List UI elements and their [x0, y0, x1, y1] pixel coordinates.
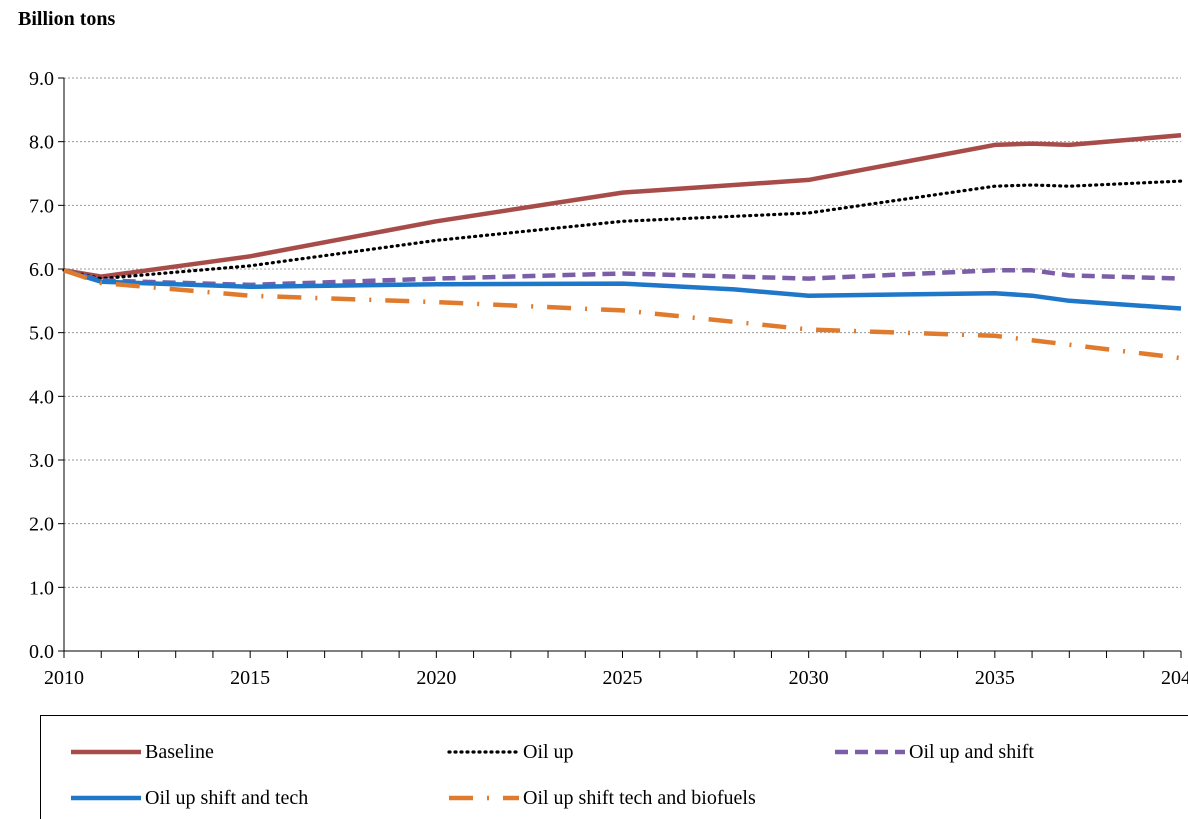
y-tick-label: 4.0 [29, 386, 54, 408]
series-line-oil-up-shift-and-tech [63, 268, 1182, 311]
x-tick-label: 2015 [230, 667, 270, 689]
x-tick-label: 2010 [44, 667, 84, 689]
gridlines [64, 77, 1181, 588]
y-tick-label: 7.0 [29, 195, 54, 217]
legend-label: Baseline [145, 740, 214, 763]
y-tick-label: 9.0 [29, 68, 54, 90]
legend-item: Oil up shift tech and biofuels [441, 786, 756, 810]
legend-item: Oil up shift and tech [63, 786, 308, 810]
series-line-oil-up-shift-tech-and-biofuels [63, 268, 1182, 361]
legend-label: Oil up and shift [909, 740, 1034, 763]
legend-item: Oil up and shift [827, 740, 1034, 764]
y-tick-label: 0.0 [29, 641, 54, 663]
legend: Baseline Oil up Oil up and shift Oil up shi… [40, 715, 1188, 819]
x-tick-label: 2025 [603, 667, 643, 689]
legend-swatch [71, 749, 141, 755]
legend-label: Oil up shift tech and biofuels [523, 786, 756, 809]
y-tick-label: 3.0 [29, 450, 54, 472]
y-tick-label: 5.0 [29, 323, 54, 345]
y-axis-unit-label: Billion tons [18, 8, 116, 30]
y-tick-label: 6.0 [29, 259, 54, 281]
x-tick-label: 2040 [1161, 667, 1188, 689]
axes [58, 77, 1182, 658]
series-line-oil-up [62, 179, 1183, 281]
legend-label: Oil up shift and tech [145, 786, 309, 809]
y-tick-label: 8.0 [29, 132, 54, 154]
x-tick-labels: 2010 2015 2020 2025 2030 2035 2040 [44, 667, 1188, 689]
legend-swatch [835, 749, 905, 755]
x-tick-label: 2020 [416, 667, 456, 689]
x-tick-label: 2035 [975, 667, 1015, 689]
series-lines [62, 133, 1183, 361]
y-tick-label: 1.0 [29, 577, 54, 599]
line-chart: 0.01.02.03.04.05.06.07.08.09.0 2010 2015 2… [29, 68, 1188, 689]
series-line-oil-up-and-shift [63, 268, 1182, 288]
legend-label: Oil up [523, 740, 574, 763]
legend-item: Baseline [63, 740, 214, 764]
legend-swatch [447, 750, 521, 754]
series-line-baseline [63, 133, 1182, 279]
y-tick-labels: 0.0 1.0 2.0 3.0 4.0 5.0 6.0 7.0 8.0 9.0 [29, 68, 54, 663]
x-tick-label: 2030 [789, 667, 829, 689]
legend-swatch [449, 795, 519, 801]
legend-item: Oil up [441, 740, 574, 764]
legend-swatch [71, 795, 141, 801]
y-tick-label: 2.0 [29, 514, 54, 536]
